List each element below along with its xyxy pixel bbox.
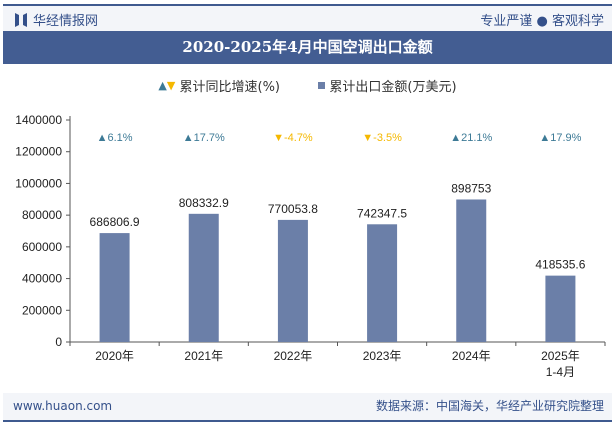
- y-tick-label: 0: [55, 335, 62, 349]
- legend-bar-icon: [318, 82, 326, 89]
- x-tick-label: 2022年: [274, 349, 313, 363]
- chart-title: 2020-2025年4月中国空调出口金额: [3, 31, 612, 64]
- legend-bar-label: 累计出口金额(万美元): [329, 80, 457, 95]
- growth-label: ▲21.1%: [450, 132, 492, 144]
- bar: [99, 233, 130, 342]
- brand-name: 华经情报网: [33, 14, 99, 29]
- x-tick-label: 2024年: [452, 349, 491, 363]
- header: 华经情报网 专业严谨 ● 客观科学: [3, 6, 612, 31]
- x-tick-label: 1-4月: [546, 365, 575, 379]
- bottom-border: [3, 420, 612, 422]
- slogan: 专业严谨 ● 客观科学: [480, 14, 604, 29]
- bar: [188, 213, 219, 342]
- bar: [277, 219, 308, 342]
- bar-value-label: 808332.9: [179, 196, 229, 210]
- growth-label: ▲6.1%: [97, 132, 133, 144]
- y-tick-label: 1200000: [15, 145, 62, 159]
- y-tick-label: 200000: [22, 303, 62, 317]
- y-tick-label: 600000: [22, 240, 62, 254]
- growth-label: ▲17.9%: [539, 132, 581, 144]
- legend: ▲▼ 累计同比增速(%) 累计出口金额(万美元): [0, 76, 615, 95]
- growth-label: ▼-3.5%: [362, 132, 402, 144]
- data-source: 数据来源：中国海关，华经产业研究院整理: [375, 399, 604, 413]
- website-link[interactable]: www.huaon.com: [13, 399, 113, 413]
- y-tick-label: 800000: [22, 208, 62, 222]
- bar: [367, 224, 398, 342]
- bar: [545, 275, 576, 342]
- bar-value-label: 770053.8: [268, 202, 318, 216]
- growth-label: ▲17.7%: [183, 132, 225, 144]
- y-tick-label: 1400000: [15, 113, 62, 127]
- logo-icon: [15, 12, 27, 27]
- legend-down-icon: ▼: [166, 79, 176, 92]
- bar-value-label: 898753: [451, 181, 491, 195]
- x-tick-label: 2025年: [541, 349, 580, 363]
- growth-label: ▼-4.7%: [273, 132, 313, 144]
- legend-up-icon: ▲: [158, 79, 167, 92]
- x-tick-label: 2023年: [363, 349, 402, 363]
- x-tick-label: 2020年: [95, 349, 134, 363]
- bar-value-label: 742347.5: [357, 206, 407, 220]
- bar-value-label: 418535.6: [535, 258, 585, 272]
- footer: www.huaon.com 数据来源：中国海关，华经产业研究院整理: [3, 393, 612, 420]
- brand: 华经情报网: [15, 10, 98, 29]
- legend-growth-label: 累计同比增速(%): [179, 80, 281, 95]
- bar-value-label: 686806.9: [90, 215, 140, 229]
- top-border: [3, 4, 612, 6]
- y-tick-label: 1000000: [15, 176, 62, 190]
- x-tick-label: 2021年: [184, 349, 223, 363]
- bar: [456, 199, 487, 342]
- y-tick-label: 400000: [22, 272, 62, 286]
